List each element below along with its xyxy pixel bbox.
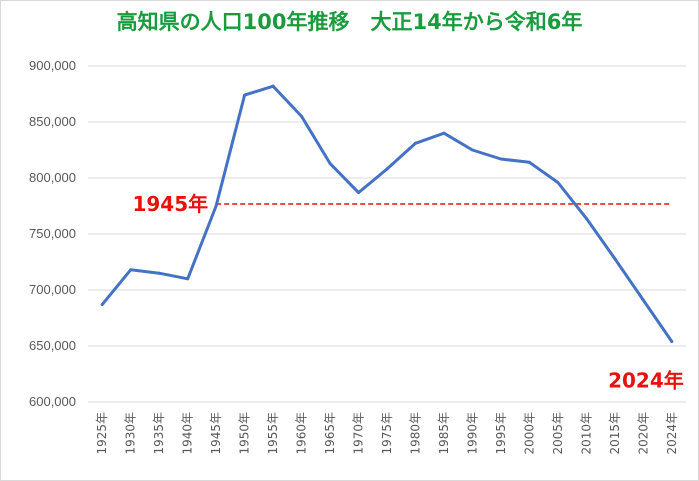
x-tick-label: 1940年 <box>181 412 195 455</box>
annotations: 1945年 2024年 <box>132 192 683 393</box>
x-tick-label: 1955年 <box>266 412 280 455</box>
gridlines <box>88 65 686 403</box>
y-tick-label: 900,000 <box>29 58 76 73</box>
x-tick-label: 1925年 <box>95 412 109 455</box>
data-point <box>470 148 474 152</box>
x-tick-label: 1975年 <box>380 412 394 455</box>
annotation-2024: 2024年 <box>608 369 684 393</box>
data-point <box>271 84 275 88</box>
data-point <box>641 298 645 302</box>
annotation-1945: 1945年 <box>132 192 208 216</box>
data-point <box>442 131 446 135</box>
x-tick-label: 1935年 <box>152 412 166 455</box>
x-tick-label: 1960年 <box>295 412 309 455</box>
x-tick-label: 1945年 <box>209 412 223 455</box>
x-tick-label: 2015年 <box>608 412 622 455</box>
data-point <box>186 277 190 281</box>
x-tick-label: 2010年 <box>579 412 593 455</box>
x-tick-label: 1995年 <box>494 412 508 455</box>
x-tick-label: 1970年 <box>352 412 366 455</box>
data-point <box>584 216 588 220</box>
data-point <box>413 141 417 145</box>
y-tick-label: 700,000 <box>29 282 76 297</box>
y-tick-label: 600,000 <box>29 394 76 409</box>
data-point <box>157 271 161 275</box>
x-tick-label: 1980年 <box>408 412 422 455</box>
data-point <box>328 161 332 165</box>
x-tick-label: 2020年 <box>636 412 650 455</box>
data-point <box>499 157 503 161</box>
data-point <box>100 303 104 307</box>
y-axis-tick-labels: 600,000 650,000 700,000 750,000 800,000 850,0… <box>29 58 76 409</box>
data-point <box>527 160 531 164</box>
data-point <box>670 340 674 344</box>
data-point <box>214 204 218 208</box>
x-tick-label: 2024年 <box>665 412 679 455</box>
x-tick-label: 1985年 <box>437 412 451 455</box>
x-tick-label: 1930年 <box>124 412 138 455</box>
data-point <box>300 114 304 118</box>
x-tick-label: 2000年 <box>522 412 536 455</box>
x-tick-label: 1965年 <box>323 412 337 455</box>
y-tick-label: 850,000 <box>29 114 76 129</box>
chart-title: 高知県の人口100年推移 大正14年から令和6年 <box>116 10 583 34</box>
data-point <box>556 180 560 184</box>
x-tick-label: 1990年 <box>465 412 479 455</box>
x-tick-label: 2005年 <box>551 412 565 455</box>
y-tick-label: 750,000 <box>29 226 76 241</box>
x-tick-label: 1950年 <box>238 412 252 455</box>
data-point <box>357 191 361 195</box>
y-tick-label: 650,000 <box>29 338 76 353</box>
data-point <box>129 268 133 272</box>
data-point <box>613 257 617 261</box>
data-point <box>385 167 389 171</box>
data-point <box>243 93 247 97</box>
y-tick-label: 800,000 <box>29 170 76 185</box>
x-axis-tick-labels: 1925年 1930年 1935年 1940年 1945年 1950年 1955年 1960年… <box>95 412 679 455</box>
series-group <box>100 84 674 344</box>
